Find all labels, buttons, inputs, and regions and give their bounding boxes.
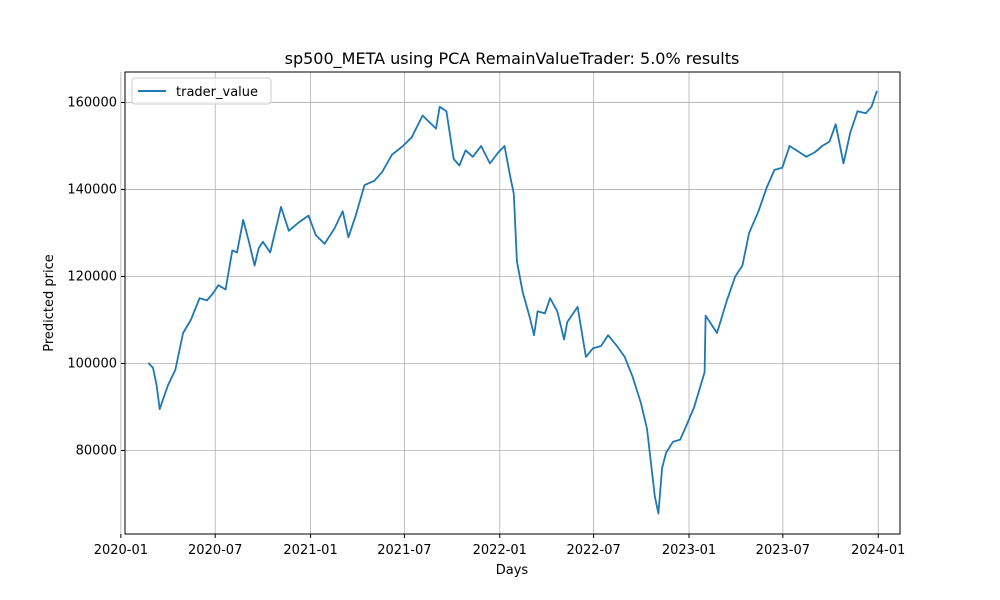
x-tick-label: 2022-01 — [473, 543, 527, 558]
x-tick-label: 2021-01 — [283, 543, 337, 558]
x-tick-label: 2020-01 — [94, 543, 148, 558]
legend: trader_value — [131, 77, 272, 105]
x-tick-label: 2024-01 — [851, 543, 905, 558]
y-tick-label: 100000 — [67, 356, 117, 371]
series-line-trader-value — [147, 90, 878, 515]
y-axis-label: Predicted price — [42, 254, 57, 352]
chart-title: sp500_META using PCA RemainValueTrader: … — [285, 49, 740, 69]
y-tick-label: 80000 — [76, 443, 117, 458]
y-tick-label: 160000 — [67, 95, 117, 110]
x-axis: 2020-01 2020-07 2021-01 2021-07 2022-01 2022-… — [94, 534, 905, 558]
y-tick-label: 140000 — [67, 182, 117, 197]
x-tick-label: 2023-07 — [756, 543, 810, 558]
x-tick-label: 2022-07 — [566, 543, 620, 558]
x-tick-label: 2021-07 — [377, 543, 431, 558]
y-axis: 80000 100000 120000 140000 160000 — [67, 95, 125, 458]
x-tick-label: 2020-07 — [188, 543, 242, 558]
x-tick-label: 2023-01 — [662, 543, 716, 558]
legend-box — [131, 77, 272, 105]
x-axis-label: Days — [496, 563, 529, 578]
series-layer — [147, 90, 878, 515]
plot-frame — [124, 71, 901, 535]
legend-label: trader_value — [176, 85, 258, 100]
grid — [120, 72, 900, 534]
y-tick-label: 120000 — [67, 269, 117, 284]
